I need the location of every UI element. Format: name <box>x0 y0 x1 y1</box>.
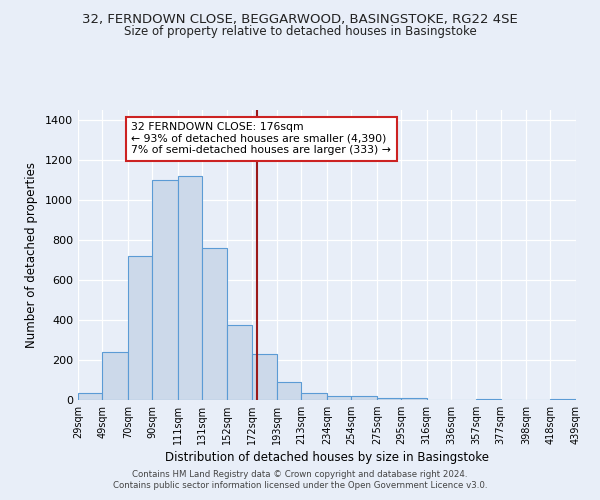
Text: 32, FERNDOWN CLOSE, BEGGARWOOD, BASINGSTOKE, RG22 4SE: 32, FERNDOWN CLOSE, BEGGARWOOD, BASINGST… <box>82 12 518 26</box>
Bar <box>128 256 152 400</box>
Bar <box>227 325 251 400</box>
Bar <box>152 180 178 400</box>
Bar <box>251 354 277 400</box>
Bar <box>476 399 500 400</box>
Bar <box>202 248 227 400</box>
Y-axis label: Number of detached properties: Number of detached properties <box>25 162 38 348</box>
Bar <box>377 398 401 400</box>
Text: Contains public sector information licensed under the Open Government Licence v3: Contains public sector information licen… <box>113 481 487 490</box>
X-axis label: Distribution of detached houses by size in Basingstoke: Distribution of detached houses by size … <box>165 452 489 464</box>
Bar <box>178 176 202 400</box>
Bar <box>277 382 301 400</box>
Bar <box>401 398 427 400</box>
Bar <box>550 399 576 400</box>
Bar <box>351 396 377 400</box>
Text: Contains HM Land Registry data © Crown copyright and database right 2024.: Contains HM Land Registry data © Crown c… <box>132 470 468 479</box>
Text: Size of property relative to detached houses in Basingstoke: Size of property relative to detached ho… <box>124 25 476 38</box>
Bar <box>78 393 102 400</box>
Bar <box>327 396 351 400</box>
Bar <box>301 393 327 400</box>
Text: 32 FERNDOWN CLOSE: 176sqm
← 93% of detached houses are smaller (4,390)
7% of sem: 32 FERNDOWN CLOSE: 176sqm ← 93% of detac… <box>131 122 391 155</box>
Bar <box>102 352 128 400</box>
